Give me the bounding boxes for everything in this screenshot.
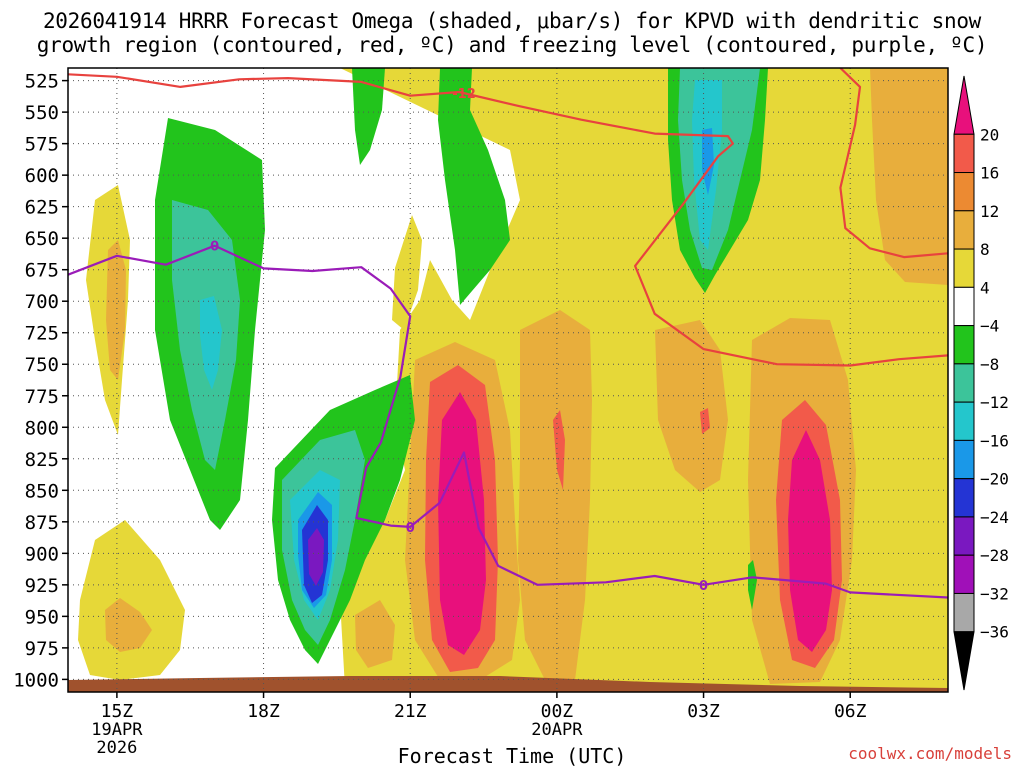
y-tick-label: 575 xyxy=(25,134,59,156)
x-tick-label: 21Z xyxy=(394,701,427,722)
colorbar-label: −8 xyxy=(980,355,999,374)
x-tick-label: 00Z xyxy=(541,701,574,722)
y-tick-label: 925 xyxy=(25,575,59,597)
contours: -12 0 0 0 xyxy=(68,68,948,599)
freezing-contour-label: 0 xyxy=(210,240,219,255)
dendritic-contour-label: -12 xyxy=(452,87,476,102)
colorbar-label: 4 xyxy=(980,278,990,297)
omega-band-red-03z xyxy=(700,408,710,434)
colorbar-swatch xyxy=(953,401,975,441)
colorbar-label: 8 xyxy=(980,240,990,259)
x-tick-label: 15Z xyxy=(101,701,134,722)
omega-band-magenta-center xyxy=(438,392,486,655)
colorbar-swatch xyxy=(953,325,975,365)
ground xyxy=(68,676,948,692)
freezing-contour-label: 0 xyxy=(699,579,708,594)
colorbar-bottom-arrow xyxy=(953,631,975,691)
omega-band-orange-right-top xyxy=(870,68,948,285)
y-tick-label: 1000 xyxy=(13,669,59,691)
y-tick-label: 525 xyxy=(25,71,59,93)
y-axis: 525 550 575 600 625 650 675 700 725 750 775 800 825 8… xyxy=(13,71,68,691)
omega-band-blue-03z xyxy=(702,128,714,195)
colorbar-swatch xyxy=(953,286,975,327)
omega-band-orange-03z xyxy=(655,320,728,492)
freezing-contour xyxy=(68,244,948,599)
y-tick-label: 950 xyxy=(25,606,59,628)
y-tick-label: 675 xyxy=(25,260,59,282)
omega-band-purple-lower xyxy=(308,528,324,586)
omega-band-green-top-small xyxy=(352,68,385,165)
y-tick-label: 800 xyxy=(25,417,59,439)
colorbar-swatch xyxy=(953,363,975,403)
dendritic-contour xyxy=(839,68,948,259)
y-tick-label: 900 xyxy=(25,543,59,565)
omega-band-magenta-06z xyxy=(788,430,832,652)
x-tick-year: 2026 xyxy=(96,738,137,758)
colorbar-label: −4 xyxy=(980,317,999,336)
colorbar-label: −36 xyxy=(980,623,1009,642)
omega-band-green-small xyxy=(748,560,757,610)
colorbar-label: −32 xyxy=(980,584,1009,603)
omega-band-green-top-mid xyxy=(438,68,510,305)
colorbar-swatch xyxy=(953,554,975,594)
x-tick-date: 19APR xyxy=(91,720,143,740)
colorbar-label: 12 xyxy=(980,202,999,221)
credit-link[interactable]: coolwx.com/models xyxy=(848,744,1012,763)
y-tick-label: 825 xyxy=(25,449,59,471)
colorbar-label: −12 xyxy=(980,393,1009,412)
colorbar-label: −20 xyxy=(980,470,1009,489)
chart-title-line2: growth region (contoured, red, ºC) and f… xyxy=(36,33,988,57)
y-tick-label: 975 xyxy=(25,638,59,660)
plot-frame xyxy=(67,67,949,693)
y-tick-label: 625 xyxy=(25,197,59,219)
omega-band-cyan-upper-left xyxy=(200,296,222,390)
x-tick-label: 06Z xyxy=(834,701,867,722)
dendritic-contour xyxy=(68,73,948,367)
colorbar-swatch xyxy=(953,516,975,556)
colorbar-swatch xyxy=(953,592,975,633)
colorbar-label: 20 xyxy=(980,125,999,144)
y-tick-label: 550 xyxy=(25,102,59,124)
omega-band-orange-00z xyxy=(518,310,592,680)
colorbar-label: −16 xyxy=(980,431,1009,450)
colorbar-top-arrow xyxy=(953,75,975,135)
colorbar-swatch xyxy=(953,133,975,174)
colorbar-swatch xyxy=(953,439,975,480)
y-tick-label: 650 xyxy=(25,228,59,250)
y-tick-label: 725 xyxy=(25,323,59,345)
x-tick-label: 18Z xyxy=(247,701,280,722)
x-axis-title: Forecast Time (UTC) xyxy=(397,744,627,768)
colorbar-label: −24 xyxy=(980,508,1009,527)
y-tick-label: 850 xyxy=(25,480,59,502)
x-tick-date: 20APR xyxy=(531,720,583,740)
grid xyxy=(68,68,948,692)
omega-band-orange-left xyxy=(106,240,126,380)
y-tick-label: 700 xyxy=(25,291,59,313)
x-tick-label: 03Z xyxy=(687,701,720,722)
colorbar: 20 16 12 8 4 −4 −8 −12 −16 −20 −24 −28 −32 −36 xyxy=(953,75,1009,691)
y-tick-label: 875 xyxy=(25,512,59,534)
omega-band-orange-low-left xyxy=(355,600,395,668)
colorbar-label: 16 xyxy=(980,164,999,183)
omega-band-yellow-left-low xyxy=(78,520,185,680)
colorbar-swatch xyxy=(953,172,975,212)
freezing-contour-label: 0 xyxy=(406,521,415,536)
colorbar-swatch xyxy=(953,210,975,250)
y-tick-label: 600 xyxy=(25,165,59,187)
y-tick-label: 750 xyxy=(25,354,59,376)
colorbar-swatch xyxy=(953,248,975,288)
chart-title-line1: 2026041914 HRRR Forecast Omega (shaded, … xyxy=(42,9,982,33)
colorbar-swatch xyxy=(953,478,975,518)
colorbar-label: −28 xyxy=(980,546,1009,565)
y-tick-label: 775 xyxy=(25,386,59,408)
omega-band-red-00z xyxy=(553,410,565,490)
